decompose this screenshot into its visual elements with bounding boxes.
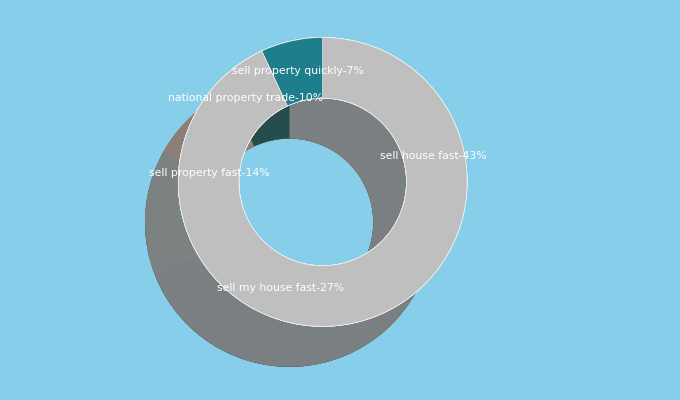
Text: sell property quickly-7%: sell property quickly-7% [232, 66, 364, 76]
Wedge shape [178, 38, 467, 326]
Text: sell house fast-43%: sell house fast-43% [380, 150, 487, 160]
Wedge shape [145, 78, 434, 351]
Text: sell my house fast-27%: sell my house fast-27% [218, 283, 345, 293]
Text: national property trade-10%: national property trade-10% [167, 93, 323, 103]
Wedge shape [178, 38, 467, 311]
Wedge shape [145, 78, 434, 367]
Wedge shape [178, 38, 467, 326]
Wedge shape [154, 78, 434, 367]
Wedge shape [178, 38, 388, 326]
Wedge shape [188, 38, 467, 326]
Text: sell property fast-14%: sell property fast-14% [149, 168, 269, 178]
Wedge shape [145, 78, 434, 367]
Wedge shape [145, 78, 354, 367]
